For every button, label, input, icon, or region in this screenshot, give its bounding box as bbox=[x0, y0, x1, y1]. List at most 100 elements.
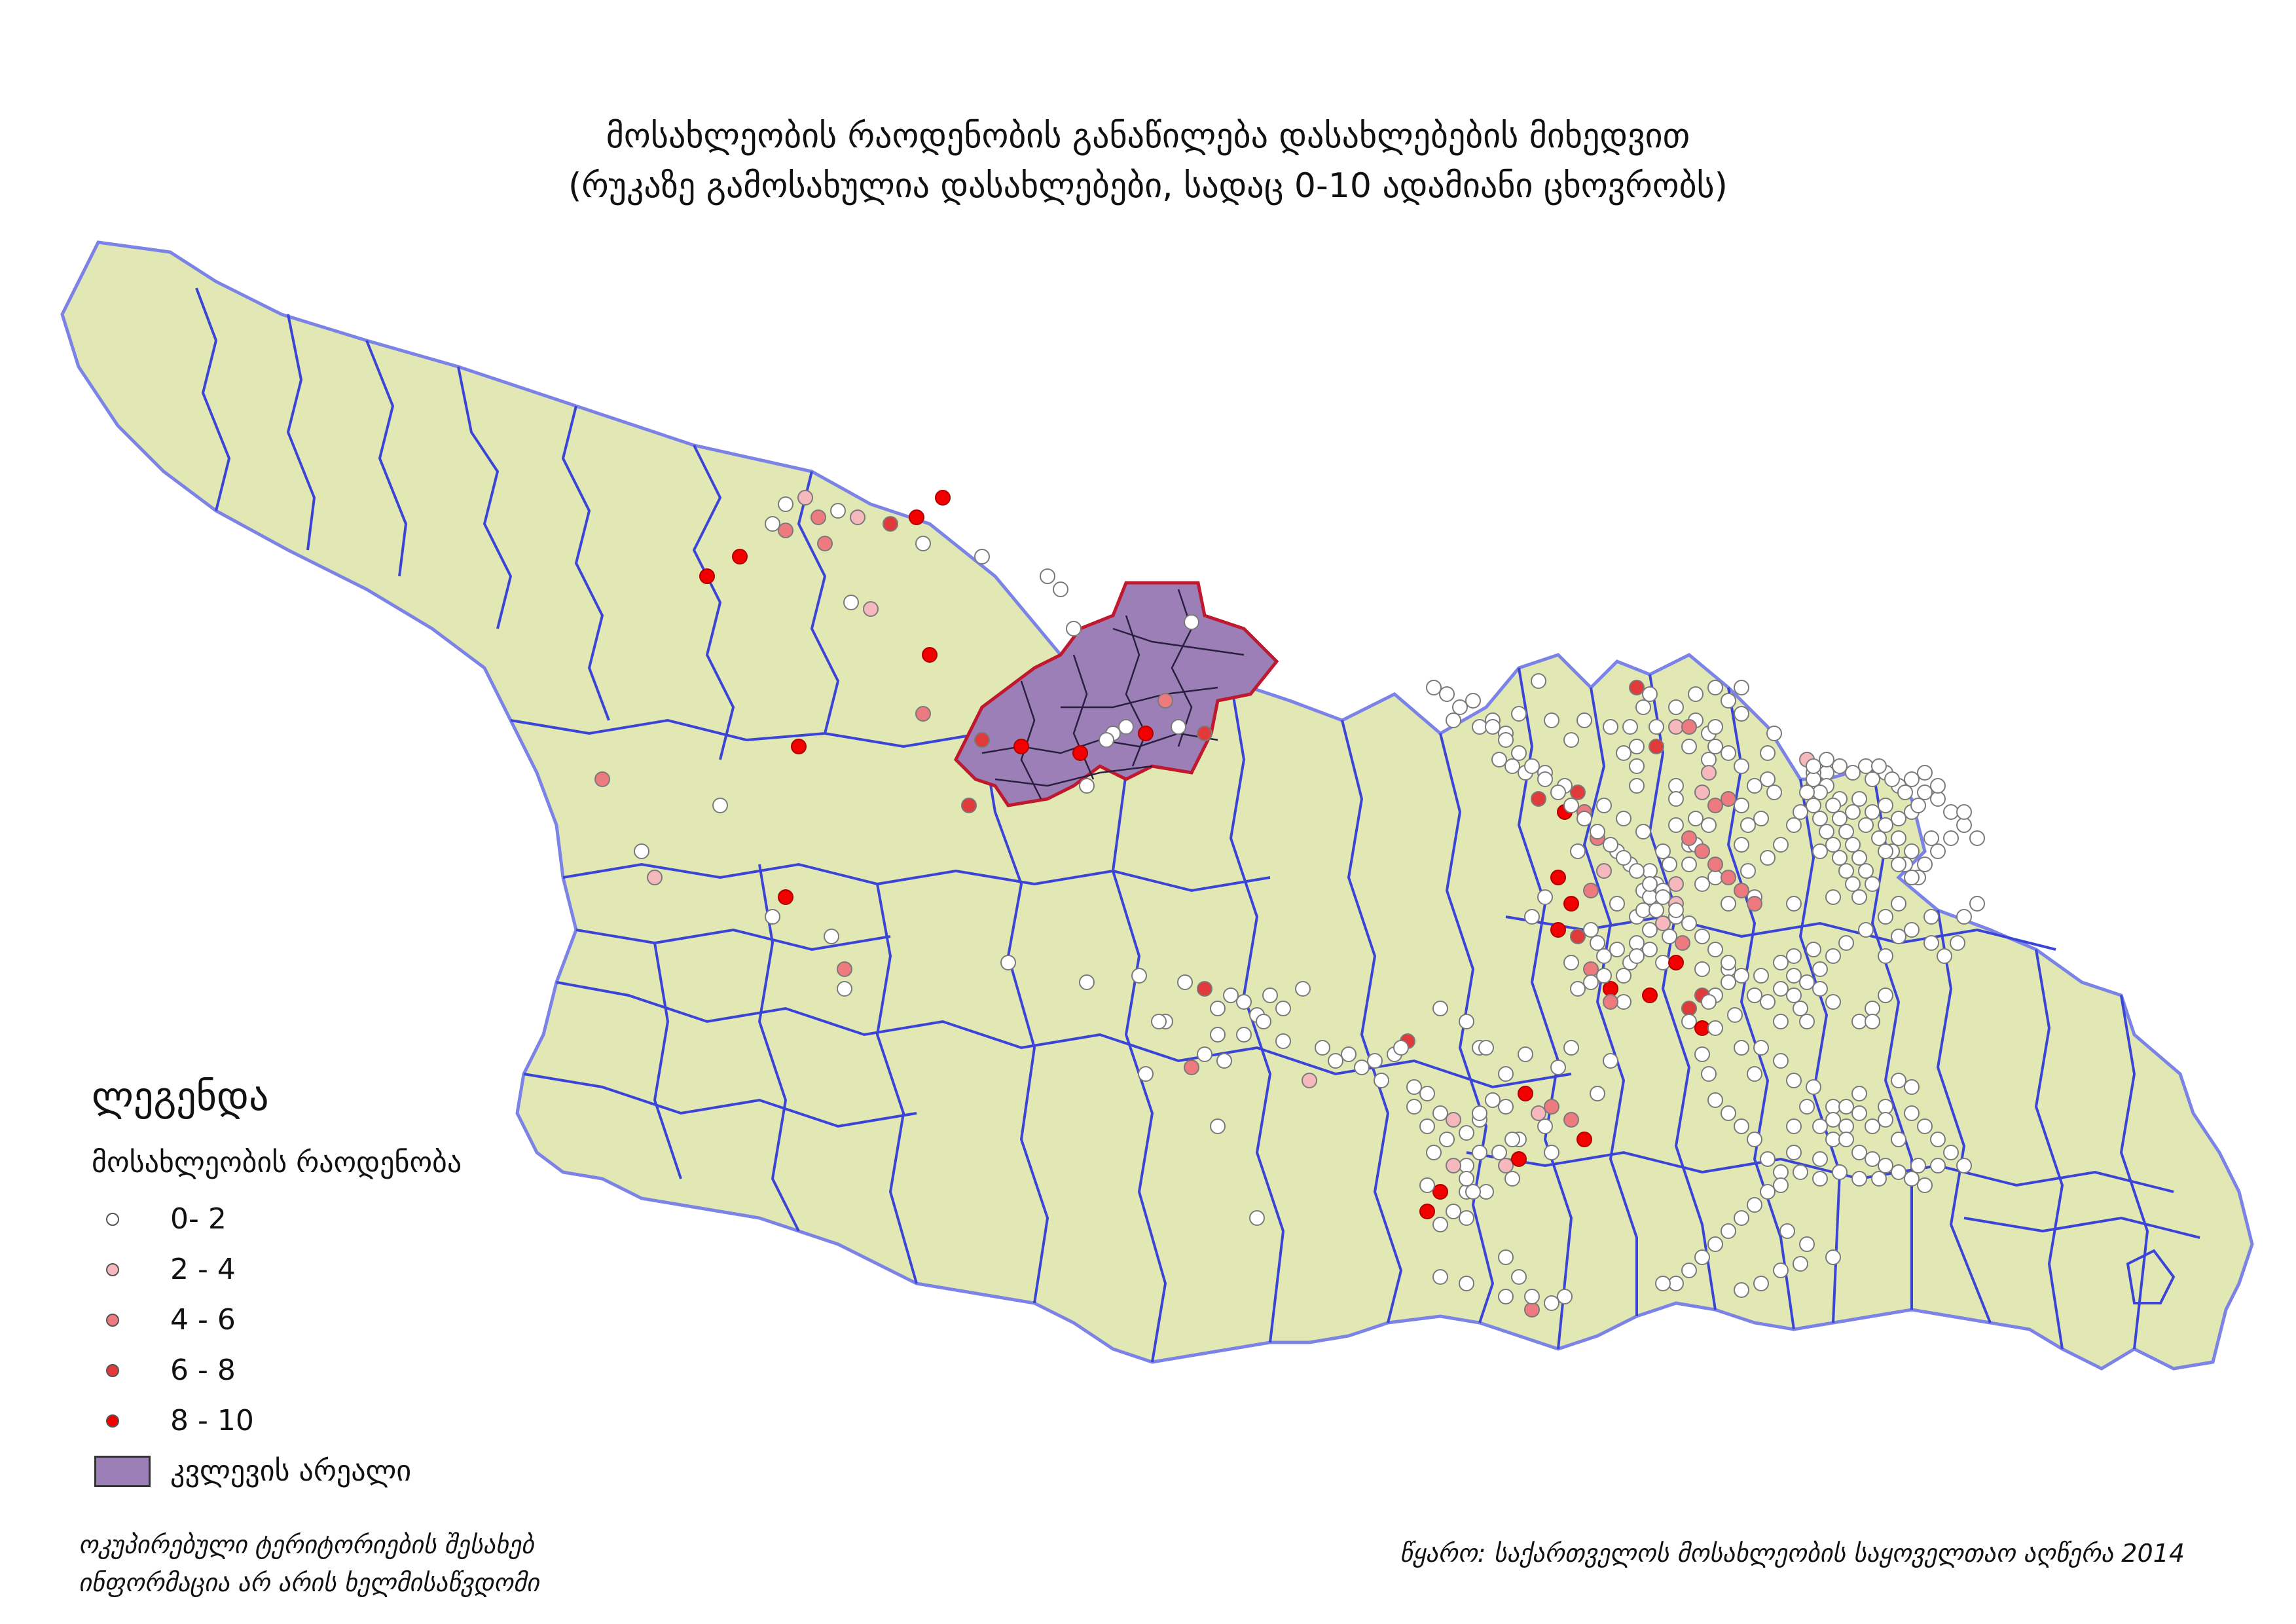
settlement-point bbox=[1707, 1236, 1723, 1252]
settlement-point bbox=[1603, 994, 1618, 1010]
settlement-point bbox=[1675, 935, 1690, 951]
settlement-point bbox=[1596, 798, 1612, 813]
settlement-point bbox=[1590, 1086, 1605, 1101]
settlement-point bbox=[1419, 1118, 1435, 1134]
settlement-point bbox=[1498, 1158, 1514, 1173]
settlement-point bbox=[1439, 1132, 1455, 1147]
settlement-point bbox=[1819, 824, 1834, 840]
settlement-point bbox=[1642, 876, 1658, 892]
settlement-point bbox=[1865, 1151, 1880, 1167]
settlement-point bbox=[1812, 811, 1828, 826]
settlement-point bbox=[1838, 824, 1854, 840]
settlement-point bbox=[1249, 1210, 1265, 1226]
settlement-point bbox=[1786, 896, 1802, 912]
settlement-point bbox=[1537, 771, 1553, 787]
settlement-point bbox=[1707, 1092, 1723, 1108]
settlement-point bbox=[634, 843, 649, 859]
legend-dot-4-6 bbox=[106, 1313, 119, 1327]
settlement-point bbox=[1806, 758, 1821, 774]
settlement-point bbox=[1583, 961, 1599, 977]
settlement-point bbox=[1563, 955, 1579, 970]
settlement-point bbox=[1786, 817, 1802, 833]
settlement-point bbox=[1812, 1151, 1828, 1167]
settlement-point bbox=[1930, 1158, 1946, 1173]
settlement-point bbox=[1432, 1217, 1448, 1232]
settlement-point bbox=[1681, 915, 1697, 931]
settlement-point bbox=[1609, 942, 1625, 957]
settlement-point bbox=[1721, 1105, 1736, 1121]
settlement-point bbox=[1642, 889, 1658, 905]
settlement-point bbox=[1681, 830, 1697, 846]
settlement-point bbox=[1812, 784, 1828, 800]
settlement-point bbox=[1812, 1118, 1828, 1134]
settlement-point bbox=[1858, 922, 1874, 938]
settlement-point bbox=[1184, 1060, 1199, 1075]
settlement-point bbox=[1904, 922, 1920, 938]
settlement-point bbox=[1616, 811, 1631, 826]
settlement-point bbox=[1459, 1276, 1474, 1291]
settlement-point bbox=[1655, 843, 1671, 859]
settlement-point bbox=[1878, 843, 1893, 859]
settlement-point bbox=[1550, 784, 1566, 800]
settlement-point bbox=[1616, 994, 1631, 1010]
settlement-point bbox=[974, 732, 990, 748]
settlement-point bbox=[1734, 1118, 1749, 1134]
settlement-point bbox=[1845, 765, 1861, 781]
settlement-point bbox=[1236, 1027, 1252, 1043]
settlement-point bbox=[1216, 1053, 1232, 1069]
settlement-point bbox=[1465, 693, 1481, 709]
settlement-point bbox=[1668, 791, 1684, 807]
settlement-point bbox=[1662, 857, 1677, 872]
settlement-point bbox=[1616, 850, 1631, 866]
settlement-point bbox=[1419, 1204, 1435, 1219]
settlement-point bbox=[1819, 765, 1834, 781]
settlement-point bbox=[1544, 712, 1559, 728]
settlement-point bbox=[1956, 1158, 1972, 1173]
settlement-point bbox=[1622, 719, 1638, 735]
legend-heading: ლეგენდა bbox=[92, 1074, 269, 1120]
settlement-point bbox=[974, 549, 990, 564]
settlement-point bbox=[1825, 1249, 1841, 1265]
settlement-point bbox=[1956, 817, 1972, 833]
settlement-point bbox=[1583, 922, 1599, 938]
settlement-point bbox=[1635, 824, 1651, 840]
settlement-point bbox=[1734, 837, 1749, 853]
settlement-point bbox=[1721, 974, 1736, 990]
settlement-point bbox=[1858, 758, 1874, 774]
settlement-point bbox=[1878, 1099, 1893, 1115]
settlement-point bbox=[1891, 1164, 1906, 1180]
settlement-point bbox=[1583, 883, 1599, 898]
settlement-point bbox=[1531, 791, 1546, 807]
settlement-point bbox=[1878, 948, 1893, 964]
settlement-point bbox=[1721, 955, 1736, 970]
settlement-point bbox=[850, 509, 866, 525]
settlement-point bbox=[1760, 771, 1776, 787]
settlement-point bbox=[1838, 1118, 1854, 1134]
settlement-point bbox=[1531, 1105, 1546, 1121]
settlement-point bbox=[1773, 981, 1789, 997]
map-title-line2: (რუკაზე გამოსახულია დასახლებები, სადაც 0… bbox=[568, 166, 1728, 206]
settlement-point bbox=[1432, 1105, 1448, 1121]
settlement-point bbox=[1786, 1145, 1802, 1160]
settlement-point bbox=[1851, 1105, 1867, 1121]
settlement-point bbox=[1891, 896, 1906, 912]
settlement-point bbox=[1151, 1014, 1167, 1029]
settlement-point bbox=[1518, 1046, 1533, 1062]
settlement-point bbox=[1858, 863, 1874, 879]
settlement-point bbox=[1721, 870, 1736, 885]
settlement-point bbox=[1891, 929, 1906, 944]
settlement-point bbox=[1655, 889, 1671, 905]
settlement-point bbox=[1891, 1132, 1906, 1147]
settlement-point bbox=[1570, 929, 1586, 944]
settlement-point bbox=[1851, 1086, 1867, 1101]
settlement-point bbox=[1917, 1118, 1933, 1134]
settlement-point bbox=[1707, 942, 1723, 957]
settlement-point bbox=[1832, 811, 1848, 826]
settlement-point bbox=[1688, 811, 1704, 826]
settlement-point bbox=[1825, 889, 1841, 905]
settlement-point bbox=[1734, 706, 1749, 722]
settlement-point bbox=[1649, 739, 1664, 754]
settlement-point bbox=[1668, 719, 1684, 735]
settlement-point bbox=[1747, 778, 1762, 794]
settlement-point bbox=[1419, 1086, 1435, 1101]
